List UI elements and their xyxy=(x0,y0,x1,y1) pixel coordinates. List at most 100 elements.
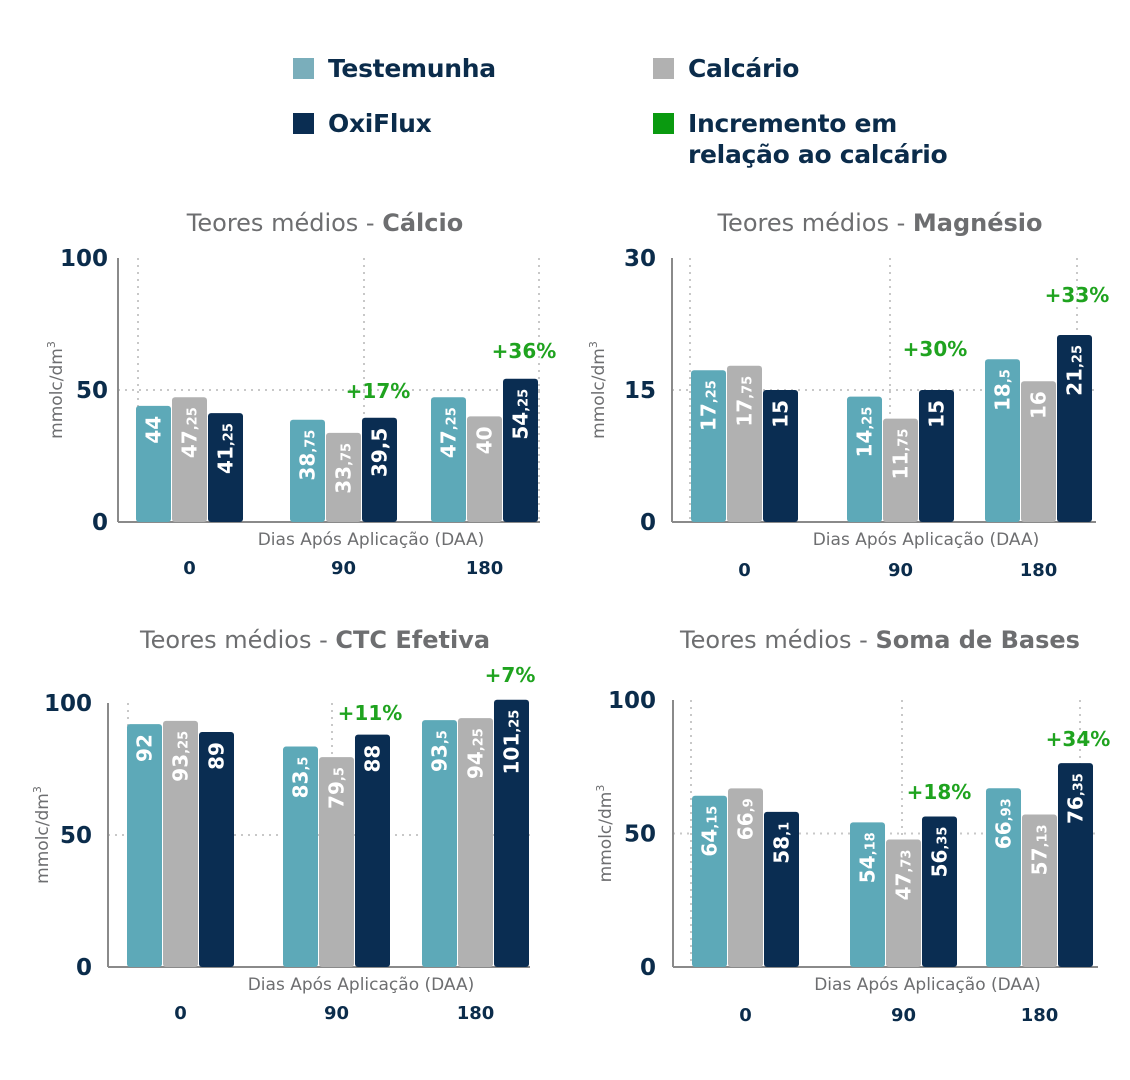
bar-calcario-0 xyxy=(728,788,763,967)
bar-value-decimal: ,25 xyxy=(705,380,720,403)
bar-value-label: 54,18 xyxy=(856,832,880,883)
increment-label: +11% xyxy=(338,701,403,725)
bar-value-label: 66,93 xyxy=(992,798,1016,849)
increment-label: +30% xyxy=(903,337,968,361)
bar-value-decimal: ,9 xyxy=(742,798,757,812)
y-axis-label-sup: 3 xyxy=(45,341,58,348)
bar-value-label: 41,25 xyxy=(214,423,238,474)
bar-value-label: 40 xyxy=(473,426,497,454)
x-tick-label: 90 xyxy=(324,1003,349,1024)
bar-value-decimal: ,5 xyxy=(333,767,348,781)
increment-label: +33% xyxy=(1045,283,1110,307)
bar-value-label: 94,25 xyxy=(464,728,488,779)
bar-value-label: 89 xyxy=(205,742,229,770)
bar-testemunha-0 xyxy=(691,370,726,522)
legend-label-incremento: Incremento em relação ao calcário xyxy=(688,108,948,170)
bar-value-label: 54,25 xyxy=(509,389,533,440)
bar-value-label: 33,75 xyxy=(332,443,356,494)
y-axis-label: mmolc/dm3 xyxy=(31,786,53,884)
bar-value-label: 76,35 xyxy=(1064,773,1088,824)
bar-calcario-0 xyxy=(172,397,207,522)
bar-value-main: 15 xyxy=(769,400,793,428)
bar-value-main: 88 xyxy=(361,745,385,773)
y-axis-label-base: mmolc/dm xyxy=(589,348,609,439)
legend-item-calcario: Calcário xyxy=(653,53,799,84)
bar-calcario-0 xyxy=(163,720,198,967)
chart-title-bold: Magnésio xyxy=(913,209,1043,237)
bar-testemunha-180 xyxy=(431,397,466,522)
bar-value-decimal: ,73 xyxy=(900,850,915,873)
x-axis-label: Dias Após Aplicação (DAA) xyxy=(814,975,1041,995)
legend-swatch-testemunha xyxy=(293,58,314,79)
bar-value-label: 47,25 xyxy=(178,407,202,458)
bar-testemunha-180 xyxy=(422,720,457,967)
bar-testemunha-90 xyxy=(283,746,318,967)
bar-value-main: 47 xyxy=(178,430,202,458)
bar-value-label: 16 xyxy=(1027,391,1051,419)
bar-value-label: 58,1 xyxy=(770,822,794,864)
bar-value-main: 18 xyxy=(991,383,1015,411)
bar-value-main: 101 xyxy=(500,733,524,775)
legend-label-line2: relação ao calcário xyxy=(688,140,948,169)
bar-oxiflux-90 xyxy=(922,816,957,967)
bar-value-decimal: ,25 xyxy=(186,407,201,430)
bar-value-main: 54 xyxy=(856,855,880,883)
bar-oxiflux-180 xyxy=(1058,763,1093,967)
bar-oxiflux-90 xyxy=(919,390,954,522)
y-tick-label: 15 xyxy=(624,378,656,404)
bar-value-decimal: ,25 xyxy=(517,389,532,412)
chart-title-prefix: Teores médios - xyxy=(716,209,912,237)
bar-value-main: 44 xyxy=(142,416,166,444)
y-tick-label: 100 xyxy=(60,246,108,272)
y-tick-label: 0 xyxy=(92,510,108,536)
y-tick-label: 50 xyxy=(76,378,108,404)
bar-value-decimal: ,35 xyxy=(1072,773,1087,796)
increment-label: +17% xyxy=(346,379,411,403)
bar-value-main: 58 xyxy=(770,836,794,864)
x-tick-label: 0 xyxy=(738,560,751,581)
bar-calcario-90 xyxy=(883,418,918,522)
bar-oxiflux-0 xyxy=(199,732,234,967)
bar-value-label: 18,5 xyxy=(991,369,1015,411)
bar-oxiflux-90 xyxy=(355,734,390,967)
bar-value-main: 33 xyxy=(332,466,356,494)
bar-calcario-180 xyxy=(467,416,502,522)
x-tick-label: 180 xyxy=(1020,560,1058,581)
legend-swatch-incremento xyxy=(653,113,674,134)
bar-value-main: 64 xyxy=(698,829,722,857)
bar-value-decimal: ,5 xyxy=(297,757,312,771)
increment-label: +7% xyxy=(485,663,536,687)
bar-value-label: 57,13 xyxy=(1028,824,1052,875)
bar-value-decimal: ,13 xyxy=(1036,824,1051,847)
legend-swatch-calcario xyxy=(653,58,674,79)
bar-oxiflux-0 xyxy=(208,413,243,522)
bar-value-main: 57 xyxy=(1028,847,1052,875)
x-tick-label: 90 xyxy=(891,1005,916,1026)
bar-value-main: 39,5 xyxy=(368,428,392,477)
bar-calcario-0 xyxy=(727,365,762,522)
bar-value-main: 94 xyxy=(464,751,488,779)
bar-value-main: 47 xyxy=(892,873,916,901)
bar-value-main: 83 xyxy=(289,771,313,799)
chart-title: Teores médios - CTC Efetiva xyxy=(139,626,490,654)
chart-title-bold: CTC Efetiva xyxy=(335,626,490,654)
x-tick-label: 90 xyxy=(331,558,356,579)
bar-value-label: 15 xyxy=(925,400,949,428)
legend-item-testemunha: Testemunha xyxy=(293,53,496,84)
bar-value-label: 47,73 xyxy=(892,850,916,901)
y-tick-label: 30 xyxy=(624,246,656,272)
chart-0: Teores médios - Cálcio 0 50 100 mmolc/dm3 Dia… xyxy=(45,209,556,579)
bar-value-decimal: ,1 xyxy=(778,822,793,836)
bar-testemunha-90 xyxy=(850,822,885,967)
bar-value-decimal: ,18 xyxy=(864,832,879,855)
chart-title-bold: Soma de Bases xyxy=(875,626,1079,654)
x-axis-label: Dias Após Aplicação (DAA) xyxy=(258,530,485,550)
chart-title: Teores médios - Cálcio xyxy=(186,209,463,237)
bar-value-decimal: ,25 xyxy=(508,710,523,733)
y-tick-label: 0 xyxy=(76,955,92,981)
bar-value-main: 40 xyxy=(473,426,497,454)
y-tick-label: 0 xyxy=(640,510,656,536)
bar-value-label: 66,9 xyxy=(734,798,758,840)
y-axis-label: mmolc/dm3 xyxy=(594,785,616,883)
